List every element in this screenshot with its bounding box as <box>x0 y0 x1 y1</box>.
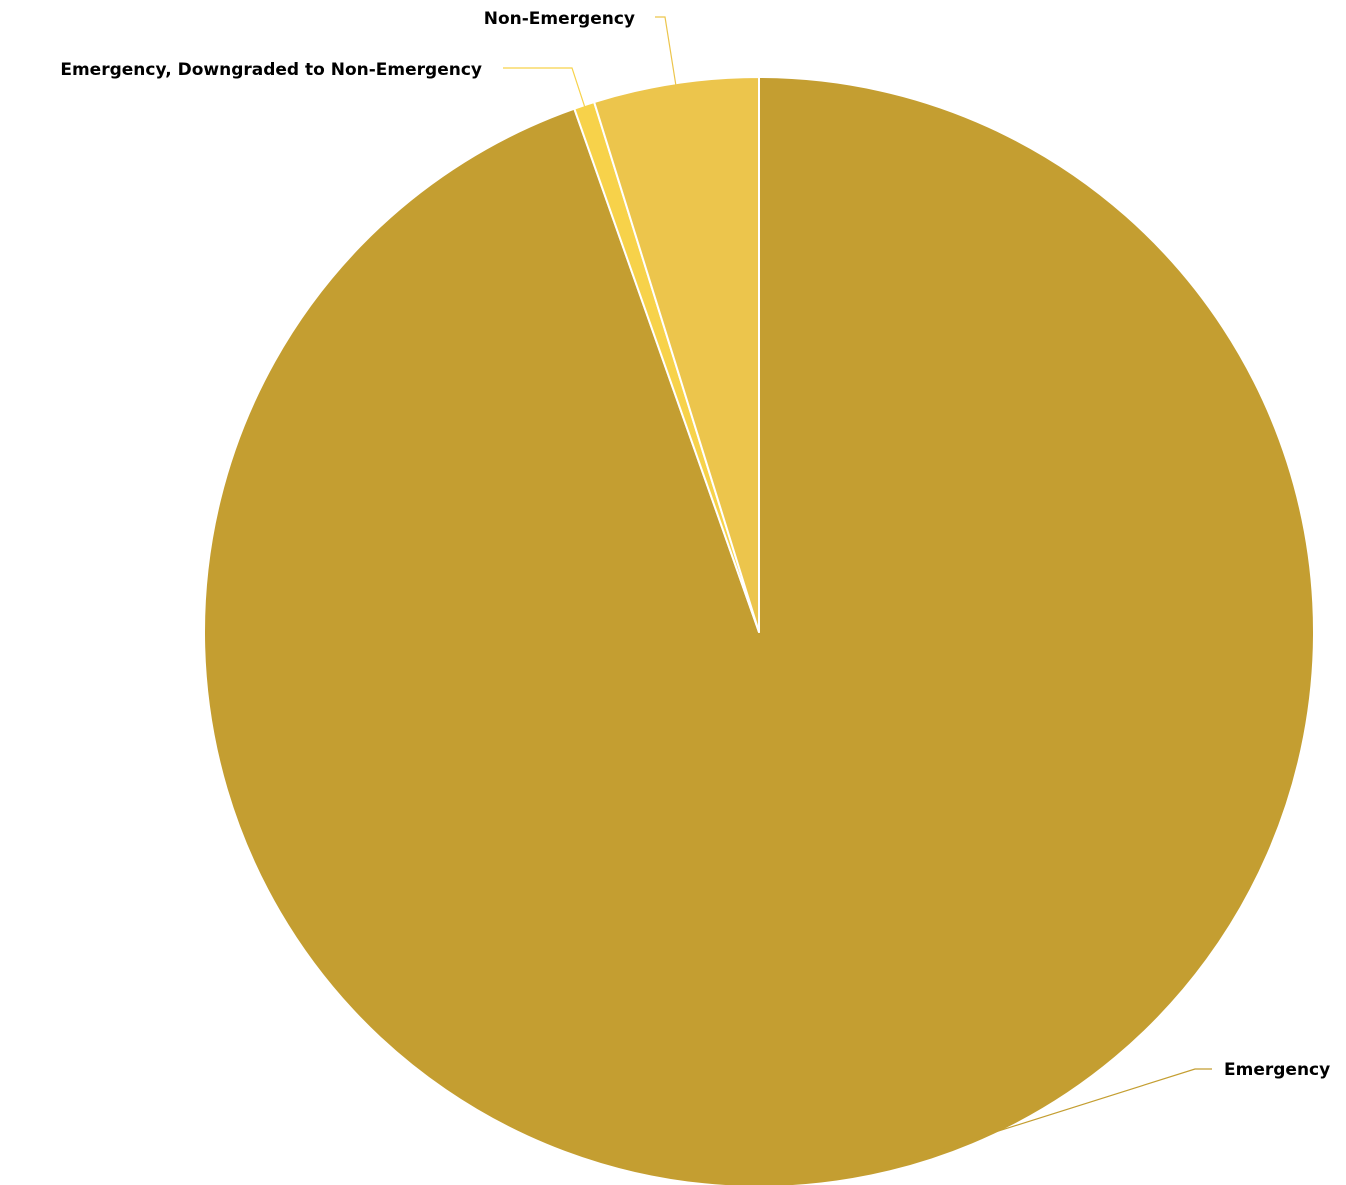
slice-label: Emergency, Downgraded to Non-Emergency <box>60 60 482 80</box>
slice-label: Non-Emergency <box>484 9 635 29</box>
slice-labels: Emergency Emergency, Downgraded to Non-Em… <box>60 9 1330 1080</box>
leader-line <box>852 1068 1212 1178</box>
leader-lines <box>503 16 1212 1178</box>
leader-line <box>655 16 677 86</box>
slice-label: Emergency <box>1224 1060 1330 1080</box>
pie-slices <box>203 76 1315 1185</box>
pie-slice-emergency[interactable] <box>203 76 1315 1185</box>
leader-line <box>503 67 586 108</box>
